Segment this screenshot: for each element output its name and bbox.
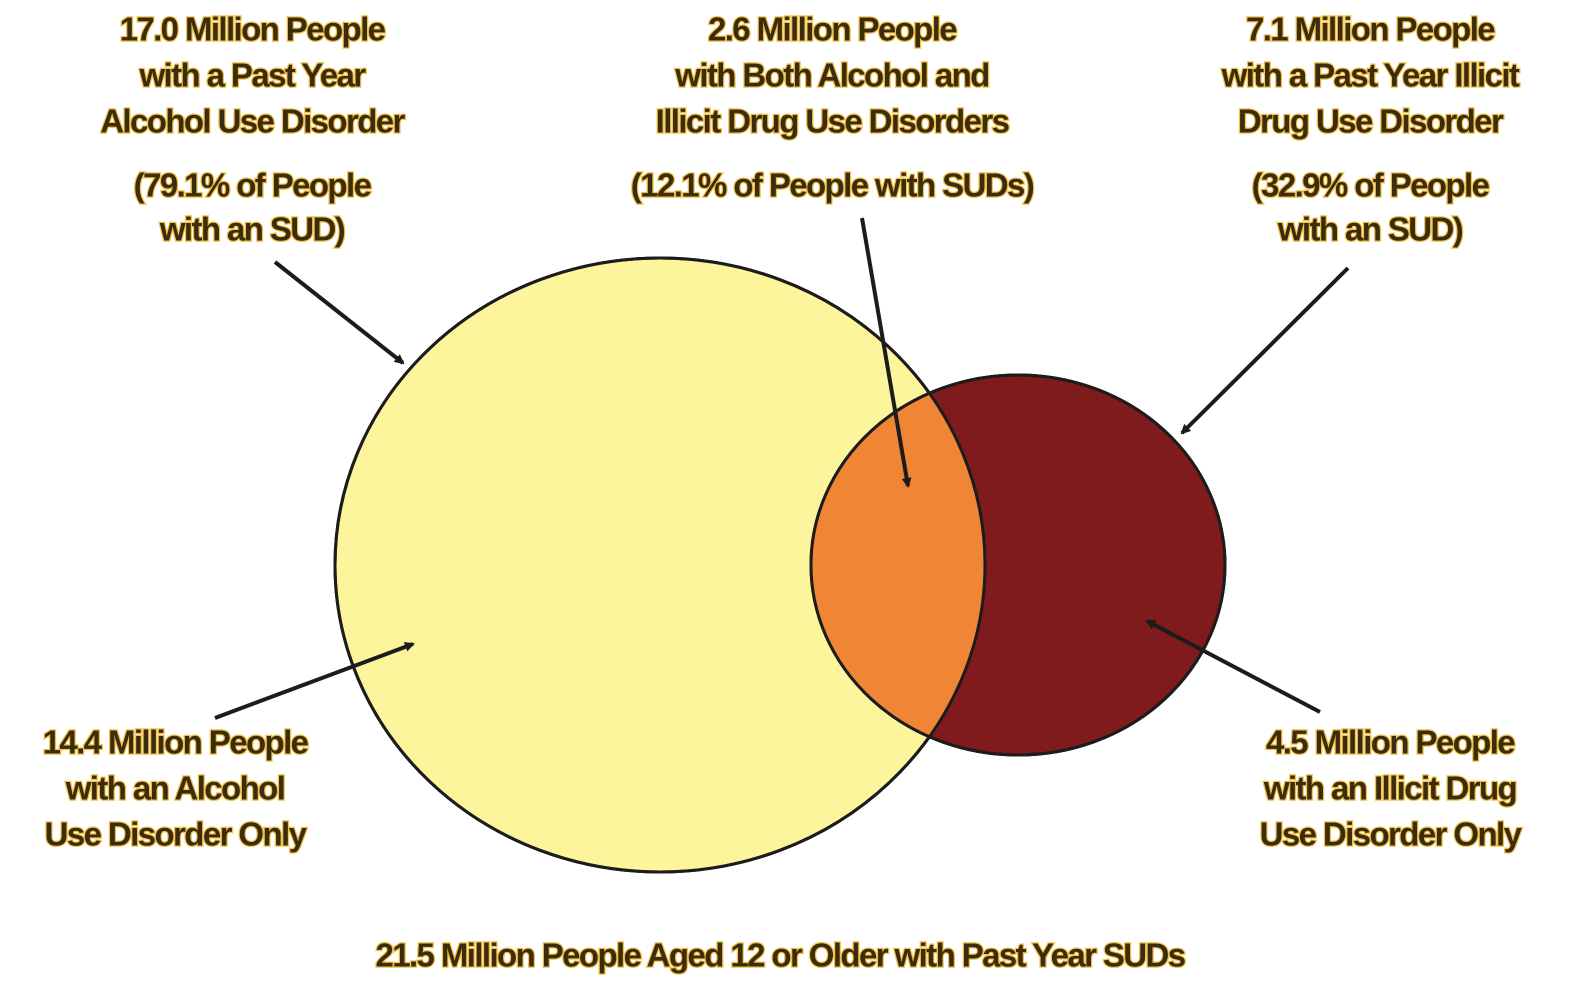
label-line: 17.0 Million People	[120, 11, 386, 48]
label-line: 7.1 Million People	[1246, 11, 1495, 48]
label-line: with Both Alcohol and	[674, 57, 988, 94]
label-line: with an Alcohol	[65, 770, 285, 807]
share-line: (79.1% of People	[134, 167, 372, 204]
share-line: (12.1% of People with SUDs)	[631, 167, 1034, 204]
illicit-outline	[809, 373, 1227, 757]
arrow	[1180, 266, 1350, 435]
footer-caption: 21.5 Million People Aged 12 or Older wit…	[375, 937, 1184, 974]
overlap-region	[811, 375, 985, 755]
label-line: Drug Use Disorder	[1238, 103, 1504, 140]
label-line: with a Past Year	[138, 57, 366, 94]
label-line: Use Disorder Only	[1260, 816, 1523, 853]
label-line: Alcohol Use Disorder	[100, 103, 405, 140]
arrow	[860, 217, 912, 488]
label-line: with a Past Year Illicit	[1221, 57, 1520, 94]
arrow	[273, 260, 405, 365]
arrow	[1145, 619, 1321, 714]
label-line: 4.5 Million People	[1266, 724, 1515, 761]
share-line: with an SUD)	[159, 211, 345, 248]
share-line: with an SUD)	[1277, 211, 1463, 248]
label-line: 14.4 Million People	[43, 724, 309, 761]
label-line: 2.6 Million People	[708, 11, 957, 48]
arrow	[214, 642, 415, 720]
alcohol-outline	[333, 256, 987, 874]
share-line: (32.9% of People	[1252, 167, 1490, 204]
label-line: with an Illicit Drug	[1263, 770, 1516, 807]
label-line: Use Disorder Only	[45, 816, 308, 853]
label-line: Illicit Drug Use Disorders	[656, 103, 1009, 140]
